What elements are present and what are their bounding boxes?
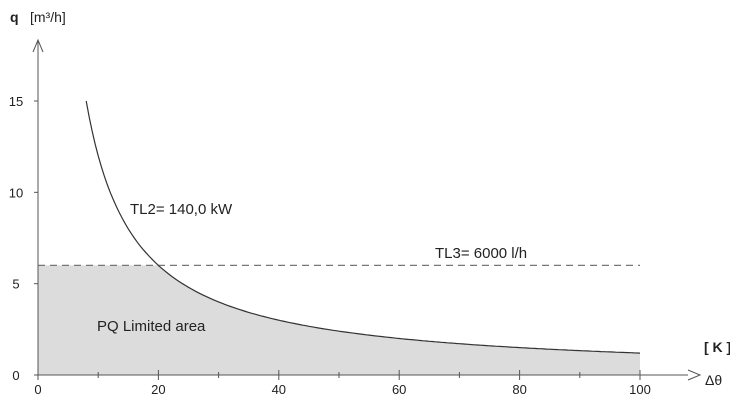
x-axis-label: Δθ xyxy=(705,372,722,388)
x-axis-arrow xyxy=(687,369,702,381)
annotation-tl3: TL3= 6000 l/h xyxy=(435,245,527,262)
y-tick-label: 10 xyxy=(9,185,23,200)
x-tick-label: 80 xyxy=(512,382,526,397)
y-tick-label: 0 xyxy=(12,368,19,383)
annotation-tl2: TL2= 140,0 kW xyxy=(130,201,233,218)
annotation-pq-limited-area: PQ Limited area xyxy=(97,318,206,335)
y-tick-label: 5 xyxy=(12,277,19,292)
x-tick-label: 60 xyxy=(392,382,406,397)
x-tick-label: 0 xyxy=(34,382,41,397)
shaded-limited-area xyxy=(38,265,640,375)
x-tick-label: 100 xyxy=(629,382,651,397)
x-tick-label: 20 xyxy=(151,382,165,397)
x-tick-label: 40 xyxy=(272,382,286,397)
y-axis-arrow xyxy=(32,38,44,53)
y-axis-unit: [m³/h] xyxy=(30,9,66,25)
x-axis-unit: [ K ] xyxy=(704,339,730,355)
y-tick-label: 15 xyxy=(9,94,23,109)
series-tl2-curve xyxy=(85,100,641,354)
y-axis-label: q xyxy=(10,9,19,25)
